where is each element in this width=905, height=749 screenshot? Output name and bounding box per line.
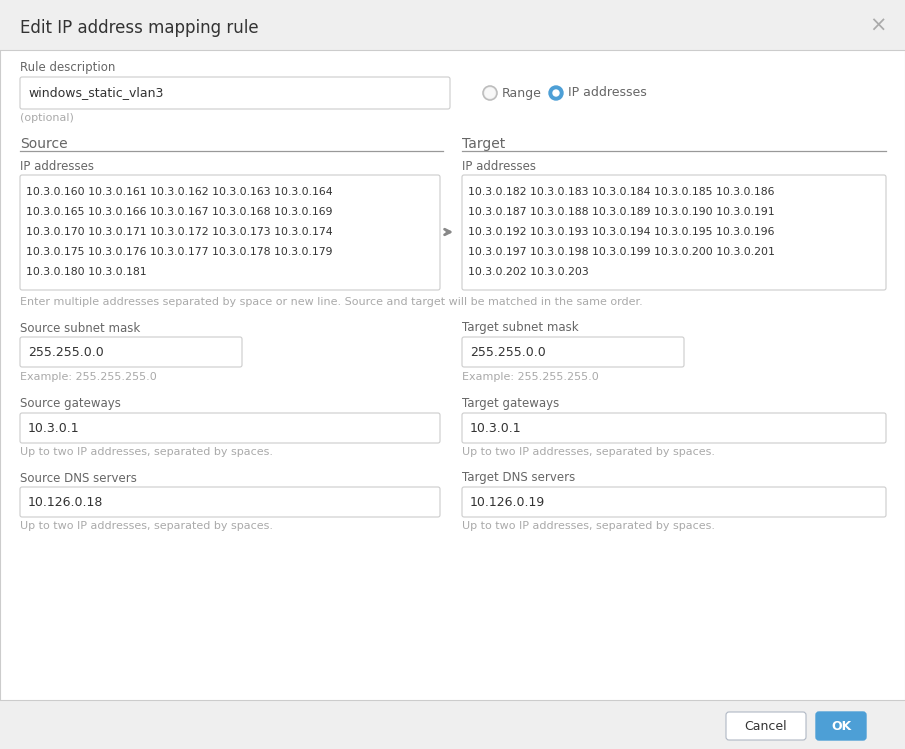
Text: Target DNS servers: Target DNS servers [462, 472, 576, 485]
Text: 10.3.0.197 10.3.0.198 10.3.0.199 10.3.0.200 10.3.0.201: 10.3.0.197 10.3.0.198 10.3.0.199 10.3.0.… [468, 247, 775, 257]
Text: 10.3.0.202 10.3.0.203: 10.3.0.202 10.3.0.203 [468, 267, 589, 277]
FancyBboxPatch shape [20, 337, 242, 367]
Circle shape [485, 88, 495, 98]
Text: 10.3.0.187 10.3.0.188 10.3.0.189 10.3.0.190 10.3.0.191: 10.3.0.187 10.3.0.188 10.3.0.189 10.3.0.… [468, 207, 775, 217]
FancyBboxPatch shape [462, 175, 886, 290]
FancyBboxPatch shape [462, 413, 886, 443]
Text: 10.126.0.19: 10.126.0.19 [470, 496, 545, 509]
FancyBboxPatch shape [20, 413, 440, 443]
Text: Up to two IP addresses, separated by spaces.: Up to two IP addresses, separated by spa… [462, 521, 715, 531]
Circle shape [549, 86, 563, 100]
Text: 10.3.0.180 10.3.0.181: 10.3.0.180 10.3.0.181 [26, 267, 147, 277]
Text: Enter multiple addresses separated by space or new line. Source and target will : Enter multiple addresses separated by sp… [20, 297, 643, 307]
Text: Source subnet mask: Source subnet mask [20, 321, 140, 335]
FancyBboxPatch shape [20, 487, 440, 517]
Text: 10.3.0.1: 10.3.0.1 [470, 422, 521, 434]
Text: ×: × [869, 16, 887, 36]
Text: Up to two IP addresses, separated by spaces.: Up to two IP addresses, separated by spa… [20, 447, 273, 457]
Text: 10.3.0.165 10.3.0.166 10.3.0.167 10.3.0.168 10.3.0.169: 10.3.0.165 10.3.0.166 10.3.0.167 10.3.0.… [26, 207, 332, 217]
Circle shape [553, 90, 559, 96]
Text: Edit IP address mapping rule: Edit IP address mapping rule [20, 19, 259, 37]
FancyBboxPatch shape [20, 175, 440, 290]
Text: Example: 255.255.255.0: Example: 255.255.255.0 [462, 372, 599, 382]
Text: 10.3.0.1: 10.3.0.1 [28, 422, 80, 434]
Text: Rule description: Rule description [20, 61, 115, 74]
Text: Cancel: Cancel [745, 720, 787, 733]
Text: Up to two IP addresses, separated by spaces.: Up to two IP addresses, separated by spa… [462, 447, 715, 457]
Text: 10.3.0.160 10.3.0.161 10.3.0.162 10.3.0.163 10.3.0.164: 10.3.0.160 10.3.0.161 10.3.0.162 10.3.0.… [26, 187, 333, 197]
Bar [0, 0, 905, 50]
Text: 10.126.0.18: 10.126.0.18 [28, 496, 103, 509]
Text: IP addresses: IP addresses [462, 160, 536, 172]
Text: IP addresses: IP addresses [568, 86, 647, 100]
FancyBboxPatch shape [726, 712, 806, 740]
Text: (optional): (optional) [20, 113, 74, 123]
FancyBboxPatch shape [462, 337, 684, 367]
Text: IP addresses: IP addresses [20, 160, 94, 172]
Text: Source gateways: Source gateways [20, 398, 121, 410]
Circle shape [483, 86, 497, 100]
Text: Target gateways: Target gateways [462, 398, 559, 410]
Text: Target subnet mask: Target subnet mask [462, 321, 578, 335]
Text: 10.3.0.192 10.3.0.193 10.3.0.194 10.3.0.195 10.3.0.196: 10.3.0.192 10.3.0.193 10.3.0.194 10.3.0.… [468, 227, 775, 237]
Text: Source DNS servers: Source DNS servers [20, 472, 137, 485]
FancyBboxPatch shape [816, 712, 866, 740]
Text: 255.255.0.0: 255.255.0.0 [470, 345, 546, 359]
Text: OK: OK [831, 720, 851, 733]
FancyBboxPatch shape [462, 487, 886, 517]
FancyBboxPatch shape [20, 77, 450, 109]
Text: Source: Source [20, 137, 68, 151]
Text: 10.3.0.170 10.3.0.171 10.3.0.172 10.3.0.173 10.3.0.174: 10.3.0.170 10.3.0.171 10.3.0.172 10.3.0.… [26, 227, 333, 237]
Text: Up to two IP addresses, separated by spaces.: Up to two IP addresses, separated by spa… [20, 521, 273, 531]
Text: Range: Range [502, 86, 542, 100]
Text: windows_static_vlan3: windows_static_vlan3 [28, 86, 164, 100]
Bar [0, 700, 905, 749]
Text: Example: 255.255.255.0: Example: 255.255.255.0 [20, 372, 157, 382]
Text: 255.255.0.0: 255.255.0.0 [28, 345, 104, 359]
Text: Target: Target [462, 137, 505, 151]
Text: 10.3.0.182 10.3.0.183 10.3.0.184 10.3.0.185 10.3.0.186: 10.3.0.182 10.3.0.183 10.3.0.184 10.3.0.… [468, 187, 775, 197]
Text: 10.3.0.175 10.3.0.176 10.3.0.177 10.3.0.178 10.3.0.179: 10.3.0.175 10.3.0.176 10.3.0.177 10.3.0.… [26, 247, 332, 257]
